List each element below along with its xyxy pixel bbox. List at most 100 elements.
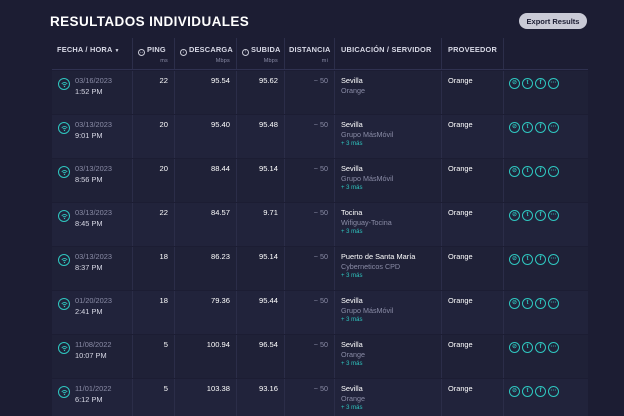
facebook-icon[interactable]: f [535,298,546,309]
cell-download: 95.40 [175,115,237,158]
link-icon[interactable]: ⊘ [509,342,520,353]
distance-unit: mi [321,58,328,64]
link-icon[interactable]: ⊘ [509,298,520,309]
facebook-icon[interactable]: f [535,210,546,221]
column-label-upload: SUBIDA [251,45,281,54]
distance-value: ~ 50 [313,340,328,349]
cell-ping: 22 [133,71,175,114]
facebook-icon[interactable]: f [535,166,546,177]
column-header-download[interactable]: ↓ DESCARGA Mbps [175,38,237,69]
more-icon[interactable]: ··· [548,386,559,397]
more-servers-link[interactable]: + 3 más [341,273,363,279]
more-servers-link[interactable]: + 3 más [341,317,363,323]
table-row[interactable]: 03/13/2023 9:01 PM 20 95.40 95.48 ~ 50 S… [52,115,588,158]
provider-value: Orange [448,164,473,173]
column-header-provider[interactable]: PROVEEDOR [442,38,504,69]
more-servers-link[interactable]: + 3 más [341,229,363,235]
cell-distance: ~ 50 [285,379,335,416]
more-icon[interactable]: ··· [548,254,559,265]
more-servers-link[interactable]: + 3 más [341,141,363,147]
cell-actions: ⊘ t f ··· [504,115,588,158]
cell-location: Sevilla Grupo MásMóvil + 3 más [335,115,442,158]
twitter-icon[interactable]: t [522,166,533,177]
table-row[interactable]: 03/16/2023 1:52 PM 22 95.54 95.62 ~ 50 S… [52,71,588,114]
twitter-icon[interactable]: t [522,210,533,221]
more-servers-link[interactable]: + 3 más [341,405,363,411]
twitter-icon[interactable]: t [522,298,533,309]
facebook-icon[interactable]: f [535,386,546,397]
export-results-button[interactable]: Export Results [519,13,587,29]
link-icon[interactable]: ⊘ [509,386,520,397]
table-row[interactable]: 03/13/2023 8:45 PM 22 84.57 9.71 ~ 50 To… [52,203,588,246]
ping-value: 18 [159,296,168,305]
link-icon[interactable]: ⊘ [509,78,520,89]
cell-actions: ⊘ t f ··· [504,379,588,416]
cell-provider: Orange [442,247,504,290]
more-icon[interactable]: ··· [548,210,559,221]
twitter-icon[interactable]: t [522,78,533,89]
cell-distance: ~ 50 [285,247,335,290]
test-time: 1:52 PM [75,87,103,96]
twitter-icon[interactable]: t [522,386,533,397]
provider-value: Orange [448,252,473,261]
more-icon[interactable]: ··· [548,342,559,353]
more-icon[interactable]: ··· [548,122,559,133]
table-row[interactable]: 03/13/2023 8:56 PM 20 88.44 95.14 ~ 50 S… [52,159,588,202]
cell-location: Sevilla Grupo MásMóvil + 3 más [335,159,442,202]
test-date: 03/13/2023 [75,252,112,261]
download-value: 95.40 [210,120,230,129]
cell-ping: 5 [133,379,175,416]
cell-download: 84.57 [175,203,237,246]
test-time: 2:41 PM [75,307,103,316]
cell-ping: 18 [133,291,175,334]
test-time: 10:07 PM [75,351,107,360]
server-city: Puerto de Santa María [341,252,416,261]
table-row[interactable]: 03/13/2023 8:37 PM 18 86.23 95.14 ~ 50 P… [52,247,588,290]
wifi-icon [58,342,70,354]
twitter-icon[interactable]: t [522,122,533,133]
facebook-icon[interactable]: f [535,254,546,265]
column-header-date[interactable]: FECHA / HORA ▼ [52,38,133,69]
column-header-location[interactable]: UBICACIÓN / SERVIDOR [335,38,442,69]
server-sponsor: Grupo MásMóvil [341,130,394,139]
cell-provider: Orange [442,335,504,378]
more-icon[interactable]: ··· [548,166,559,177]
facebook-icon[interactable]: f [535,122,546,133]
column-header-distance[interactable]: DISTANCIA mi [285,38,335,69]
ping-value: 5 [163,384,168,393]
twitter-icon[interactable]: t [522,342,533,353]
column-header-upload[interactable]: ↑ SUBIDA Mbps [237,38,285,69]
facebook-icon[interactable]: f [535,342,546,353]
server-sponsor: Orange [341,350,365,359]
table-row[interactable]: 01/20/2023 2:41 PM 18 79.36 95.44 ~ 50 S… [52,291,588,334]
more-servers-link[interactable]: + 3 más [341,361,363,367]
upload-value: 95.14 [258,252,278,261]
cell-download: 79.36 [175,291,237,334]
more-icon[interactable]: ··· [548,78,559,89]
cell-date: 03/13/2023 9:01 PM [52,115,133,158]
cell-provider: Orange [442,71,504,114]
results-table: FECHA / HORA ▼ ↔ PING ms ↓ DESCARGA Mbps ↑… [52,38,588,416]
table-row[interactable]: 11/08/2022 10:07 PM 5 100.94 96.54 ~ 50 … [52,335,588,378]
cell-distance: ~ 50 [285,159,335,202]
cell-upload: 93.16 [237,379,285,416]
more-icon[interactable]: ··· [548,298,559,309]
link-icon[interactable]: ⊘ [509,210,520,221]
server-city: Sevilla [341,164,363,173]
cell-actions: ⊘ t f ··· [504,247,588,290]
cell-download: 88.44 [175,159,237,202]
ping-value: 20 [159,120,168,129]
link-icon[interactable]: ⊘ [509,166,520,177]
link-icon[interactable]: ⊘ [509,254,520,265]
table-row[interactable]: 11/01/2022 6:12 PM 5 103.38 93.16 ~ 50 S… [52,379,588,416]
twitter-icon[interactable]: t [522,254,533,265]
link-icon[interactable]: ⊘ [509,122,520,133]
distance-value: ~ 50 [313,164,328,173]
provider-value: Orange [448,76,473,85]
cell-upload: 95.14 [237,159,285,202]
more-servers-link[interactable]: + 3 más [341,185,363,191]
facebook-icon[interactable]: f [535,78,546,89]
cell-upload: 96.54 [237,335,285,378]
column-header-ping[interactable]: ↔ PING ms [133,38,175,69]
distance-value: ~ 50 [313,296,328,305]
